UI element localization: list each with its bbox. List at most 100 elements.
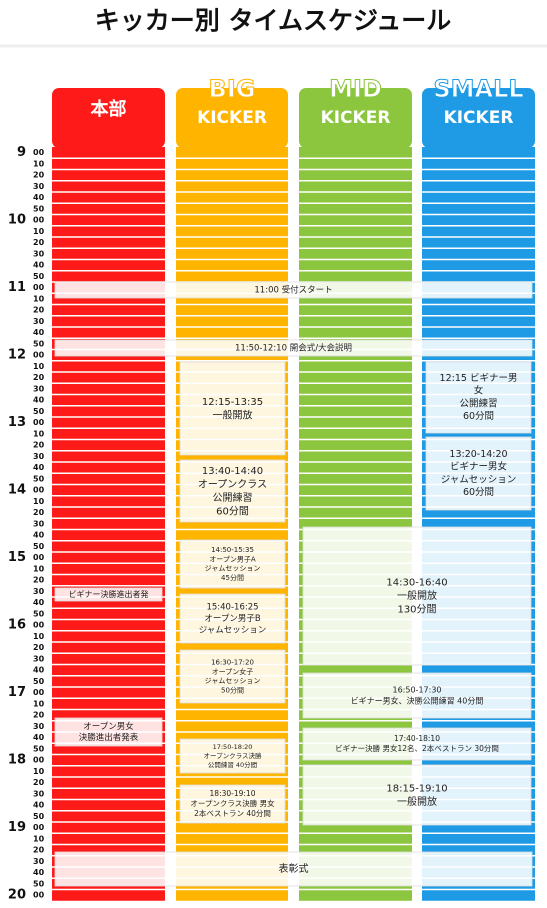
event-text: 15:40-16:25 xyxy=(206,603,258,613)
minute-label: 50 xyxy=(33,542,45,551)
hour-label: 15 xyxy=(8,550,26,565)
event-box xyxy=(179,593,286,644)
minute-label: 30 xyxy=(33,317,45,326)
event-text: 13:40-14:40 xyxy=(202,466,263,477)
event-text: ビギナー決勝 男女12名、2本ベストラン 30分間 xyxy=(335,743,499,753)
minute-label: 10 xyxy=(33,834,45,843)
minute-label: 20 xyxy=(33,643,45,652)
event-box xyxy=(54,851,533,887)
minute-label: 10 xyxy=(33,497,45,506)
event-text: 18:30-19:10 xyxy=(210,789,256,798)
minute-label: 40 xyxy=(33,531,45,540)
event-text: ジャムセッション xyxy=(205,565,261,573)
minute-label: 30 xyxy=(33,519,45,528)
minute-label: 40 xyxy=(33,463,45,472)
event-box xyxy=(302,727,532,761)
minute-label: 00 xyxy=(33,891,45,900)
minute-label: 40 xyxy=(33,261,45,270)
minute-label: 30 xyxy=(33,249,45,258)
minute-label: 40 xyxy=(33,193,45,202)
minute-label: 30 xyxy=(33,587,45,596)
column-label-top: MID xyxy=(329,75,382,103)
event-text: 45分間 xyxy=(221,573,244,582)
event-text: 14:50-15:35 xyxy=(211,546,254,554)
hour-label: 17 xyxy=(8,685,26,700)
event-text: 16:50-17:30 xyxy=(393,686,442,695)
event-text: ジャムセッション xyxy=(199,625,267,635)
event-box xyxy=(425,361,532,434)
hour-label: 20 xyxy=(8,888,26,903)
column-header xyxy=(176,88,288,148)
minute-label: 30 xyxy=(33,722,45,731)
minute-label: 20 xyxy=(33,576,45,585)
minute-label: 00 xyxy=(33,283,45,292)
event-box xyxy=(54,587,163,602)
minute-label: 10 xyxy=(33,294,45,303)
hour-label: 14 xyxy=(8,483,26,498)
event-text: 11:00 受付スタート xyxy=(254,285,332,296)
hour-label: 11 xyxy=(8,280,26,295)
column-label-top: SMALL xyxy=(433,75,523,103)
minute-label: 20 xyxy=(33,373,45,382)
minute-label: 50 xyxy=(33,609,45,618)
event-text: 12:15-13:35 xyxy=(202,397,263,408)
event-text: 50分間 xyxy=(221,686,244,695)
event-text: オープン男女 xyxy=(83,721,134,732)
minute-label: 50 xyxy=(33,474,45,483)
minute-label: 00 xyxy=(33,148,45,157)
column-body xyxy=(52,147,165,901)
minute-label: 40 xyxy=(33,801,45,810)
event-text: ジャムセッション xyxy=(441,474,517,485)
event-text: ビギナー男女、決勝公開練習 40分間 xyxy=(351,695,484,705)
minute-label: 40 xyxy=(33,598,45,607)
event-text: オープンクラス決勝 xyxy=(204,751,262,760)
minute-label: 50 xyxy=(33,744,45,753)
event-text: オープンクラス決勝 男女 xyxy=(190,798,275,808)
minute-label: 20 xyxy=(33,508,45,517)
event-text: ビギナー男女 xyxy=(450,461,507,473)
minute-label: 10 xyxy=(33,227,45,236)
minute-label: 00 xyxy=(33,486,45,495)
event-text: 12:15 ビギナー男 xyxy=(440,373,518,384)
minute-label: 30 xyxy=(33,654,45,663)
minute-label: 30 xyxy=(33,384,45,393)
event-text: 17:40-18:10 xyxy=(394,734,440,743)
hour-label: 9 xyxy=(17,145,26,160)
minute-label: 50 xyxy=(33,677,45,686)
minute-label: 40 xyxy=(33,396,45,405)
column-label-top: BIG xyxy=(209,75,256,103)
minute-label: 00 xyxy=(33,418,45,427)
event-text: オープン男子B xyxy=(204,614,260,624)
event-text: 130分間 xyxy=(397,604,436,616)
event-text: 17:50-18:20 xyxy=(213,743,253,751)
event-text: 18:15-19:10 xyxy=(386,783,447,794)
event-box xyxy=(179,361,286,456)
minute-label: 10 xyxy=(33,699,45,708)
minute-label: 00 xyxy=(33,216,45,225)
event-text: 公開練習 40分間 xyxy=(208,760,257,769)
event-text: 一般開放 xyxy=(397,795,437,808)
minute-label: 20 xyxy=(33,778,45,787)
event-box xyxy=(179,539,286,589)
minute-label: 20 xyxy=(33,711,45,720)
minute-label: 40 xyxy=(33,868,45,877)
event-box xyxy=(302,672,532,719)
minute-label: 20 xyxy=(33,846,45,855)
title: キッカー別 タイムスケジュール xyxy=(95,6,451,35)
minute-label: 20 xyxy=(33,238,45,247)
column-name: KICKER xyxy=(321,108,391,128)
event-text: 14:30-16:40 xyxy=(386,578,447,589)
minute-label: 10 xyxy=(33,632,45,641)
minute-label: 50 xyxy=(33,272,45,281)
minute-label: 20 xyxy=(33,441,45,450)
minute-label: 50 xyxy=(33,339,45,348)
event-box xyxy=(54,281,533,299)
minute-label: 00 xyxy=(33,351,45,360)
event-text: 一般開放 xyxy=(213,408,253,421)
column-name: KICKER xyxy=(197,108,267,128)
column-name: KICKER xyxy=(444,108,514,128)
event-text: 2本ベストラン 40分間 xyxy=(194,808,271,818)
event-text: 決勝進出者発表 xyxy=(79,732,139,743)
hour-label: 13 xyxy=(8,415,26,430)
event-text: 表彰式 xyxy=(279,862,309,875)
